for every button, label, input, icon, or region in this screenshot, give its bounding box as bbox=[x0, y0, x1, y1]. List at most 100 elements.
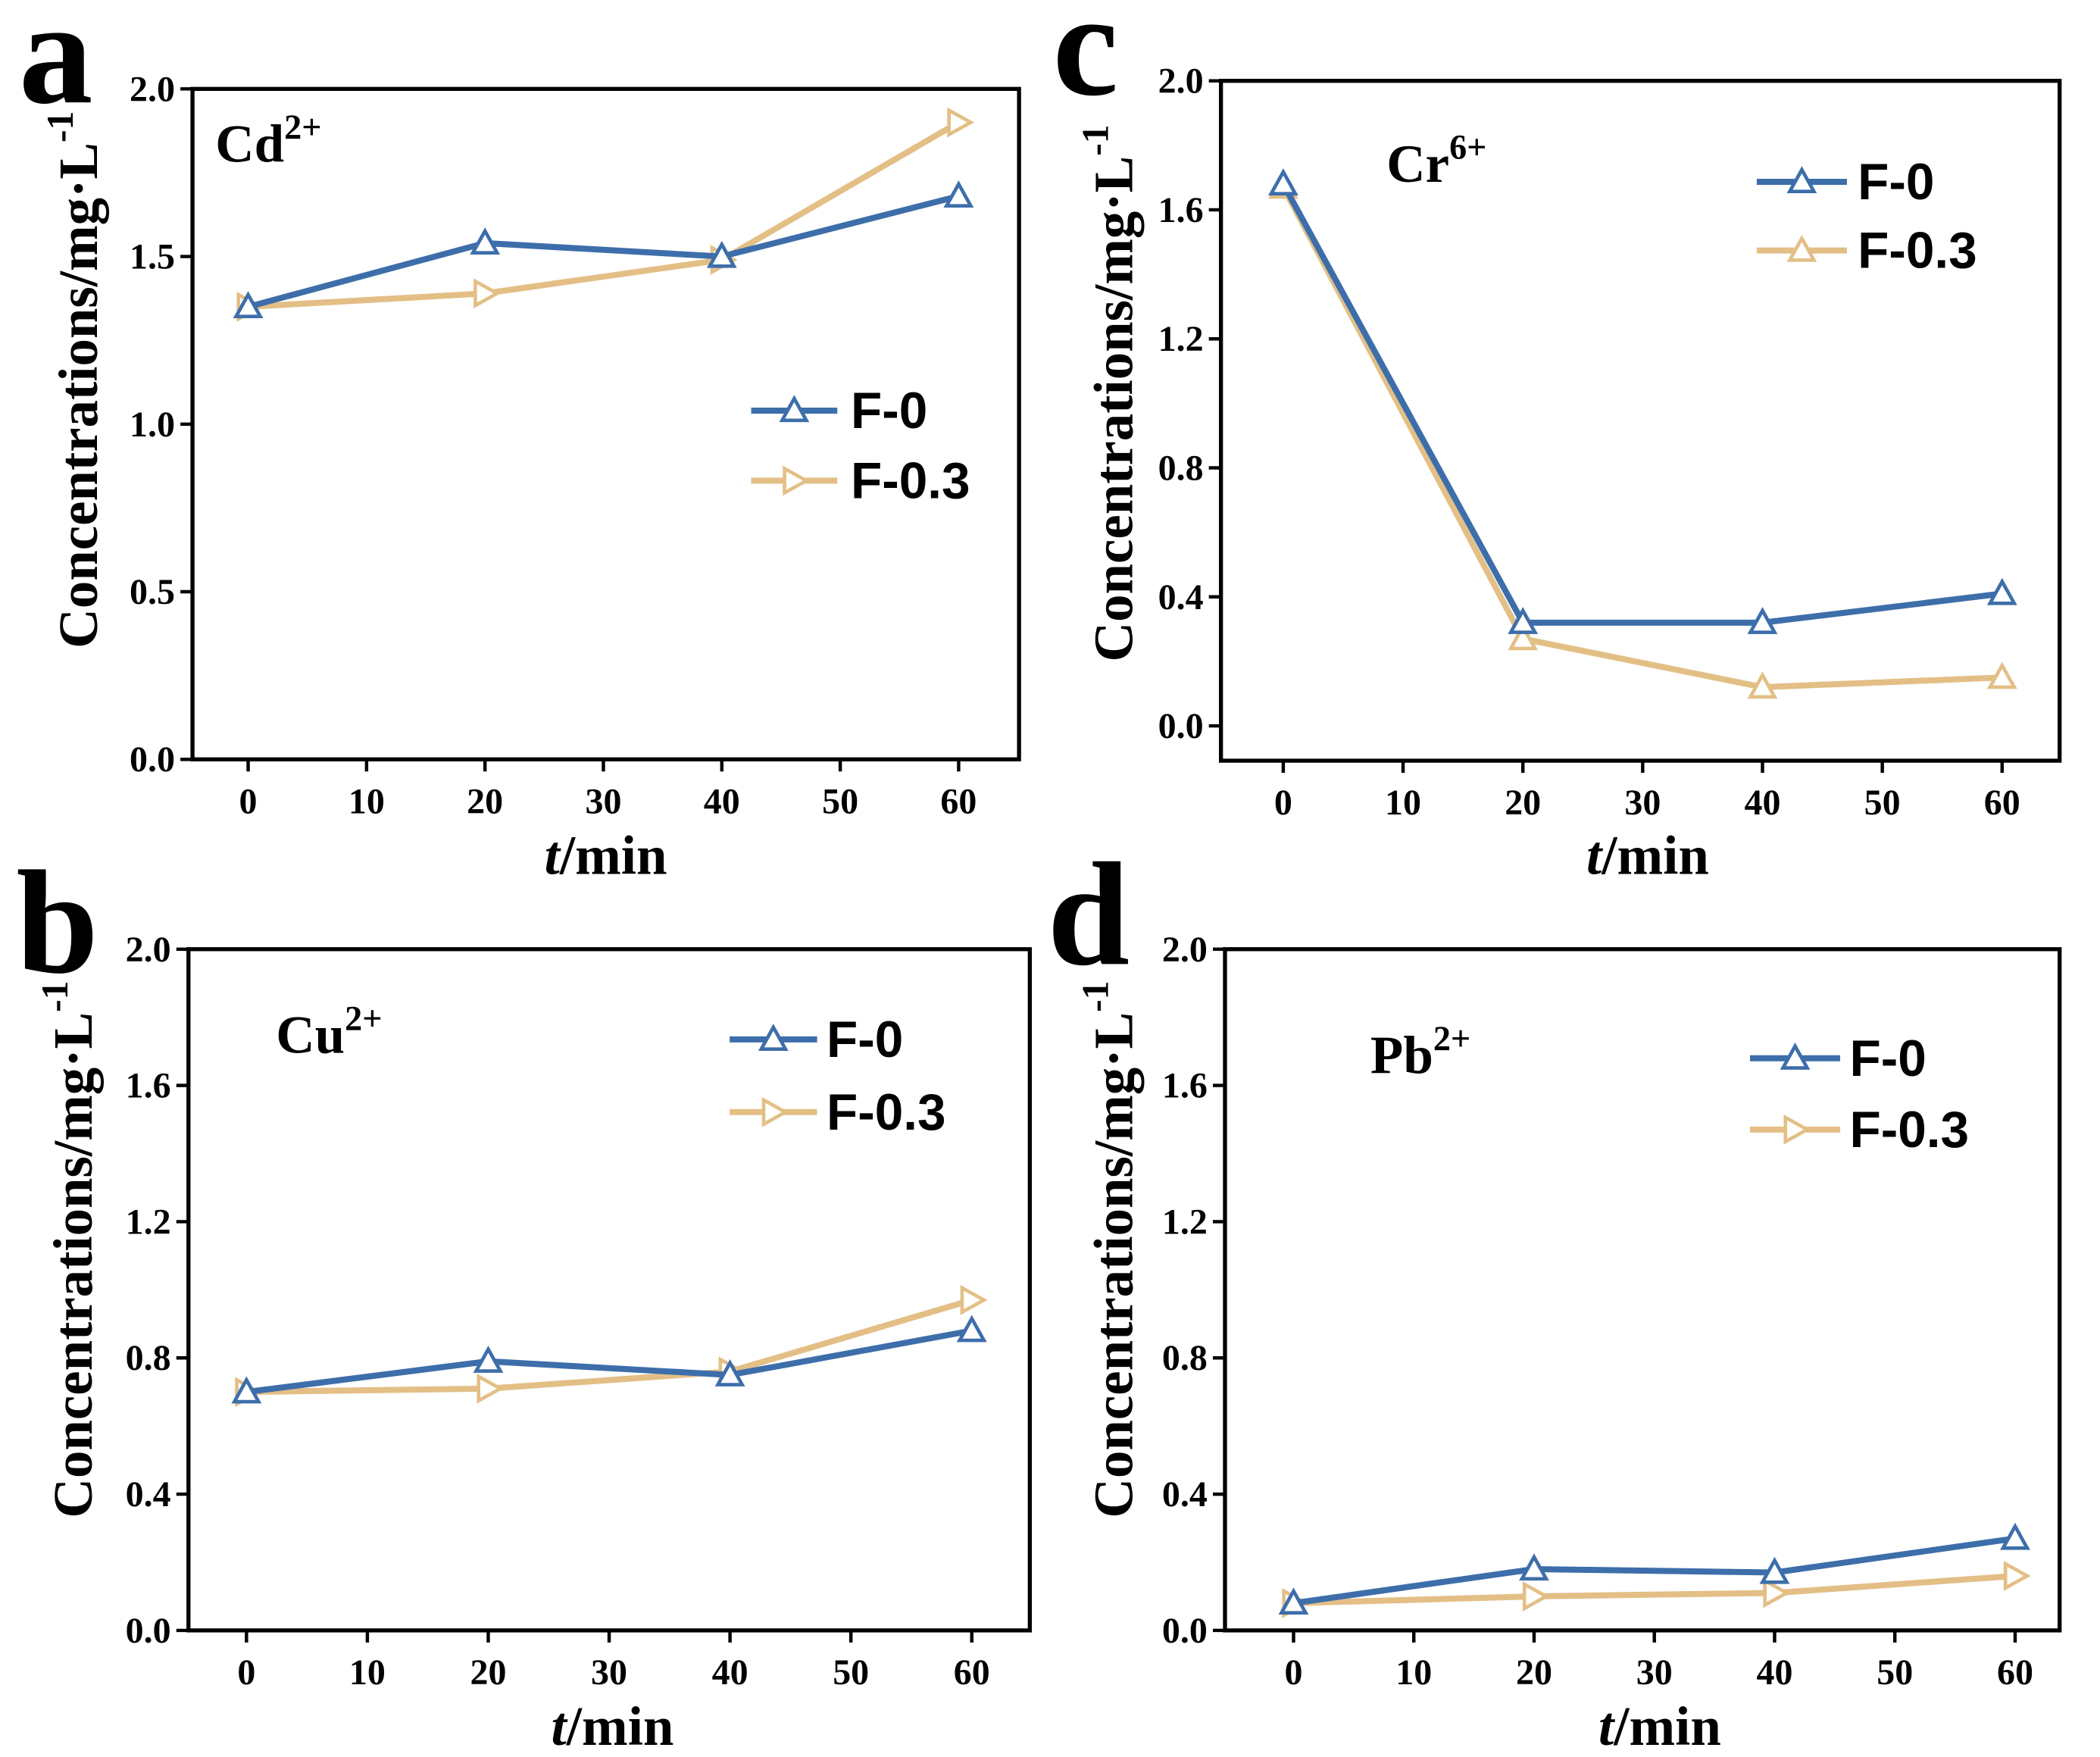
data-point-f-0 bbox=[231, 1376, 262, 1404]
series-line-f-0-3 bbox=[243, 1296, 975, 1396]
y-axis-label-sup: -1 bbox=[1074, 124, 1116, 155]
legend-label-f-0-3: F-0.3 bbox=[851, 453, 970, 510]
y-tick-label: 0.0 bbox=[126, 1611, 171, 1651]
x-tick-label: 30 bbox=[1624, 783, 1661, 823]
data-point-f-0-3 bbox=[1508, 623, 1539, 651]
x-tick-label: 40 bbox=[704, 781, 740, 821]
legend-label-f-0-3: F-0.3 bbox=[827, 1084, 946, 1141]
y-tick-label: 1.6 bbox=[1158, 190, 1204, 230]
legend-label-f-0: F-0 bbox=[1849, 1030, 1926, 1087]
x-tick-label: 30 bbox=[1636, 1652, 1673, 1693]
data-point-f-0-3 bbox=[2003, 1561, 2031, 1591]
ion-symbol: Cu bbox=[276, 1006, 345, 1065]
ion-charge: 2+ bbox=[345, 999, 382, 1037]
plot-frame bbox=[1219, 79, 2062, 763]
x-tick-label: 0 bbox=[1274, 783, 1292, 823]
y-axis-label: Concentrations/mg·L-1 bbox=[39, 111, 109, 649]
series-line-f-0 bbox=[1280, 180, 2005, 626]
panel-letter: b bbox=[16, 841, 98, 1005]
ion-symbol: Cd bbox=[215, 114, 284, 174]
data-point-f-0 bbox=[706, 240, 737, 268]
legend-label-f-0: F-0 bbox=[1858, 154, 1934, 211]
x-tick-label: 10 bbox=[349, 1652, 386, 1693]
ion-symbol: Pb bbox=[1370, 1026, 1433, 1085]
data-point-f-0 bbox=[956, 1315, 987, 1343]
legend-marker-f-0 bbox=[1780, 1042, 1811, 1070]
y-axis-label-sup: -1 bbox=[39, 111, 81, 142]
data-point-f-0-3 bbox=[477, 1373, 505, 1404]
x-tick-label: 30 bbox=[591, 1652, 627, 1693]
y-tick-label: 0.4 bbox=[126, 1474, 171, 1515]
x-tick-label: 20 bbox=[1516, 1652, 1552, 1693]
ion-label: Cu2+ bbox=[276, 999, 382, 1065]
y-tick-label: 1.6 bbox=[1162, 1066, 1208, 1106]
data-point-f-0-3 bbox=[1522, 1581, 1550, 1612]
x-tick-label: 30 bbox=[586, 781, 622, 821]
legend: F-0 F-0.3 bbox=[1750, 1030, 1969, 1158]
y-tick-label: 2.0 bbox=[1158, 61, 1204, 102]
y-tick-label: 0.0 bbox=[1158, 706, 1204, 746]
data-point-f-0-3 bbox=[947, 107, 975, 138]
x-tick-label: 20 bbox=[470, 1652, 507, 1693]
x-tick-label: 50 bbox=[1864, 783, 1901, 823]
data-point-f-0 bbox=[233, 291, 264, 319]
ion-label: Cd2+ bbox=[215, 108, 321, 174]
x-tick-label: 60 bbox=[954, 1652, 990, 1693]
x-axis-label: t/min bbox=[1598, 1696, 1721, 1757]
x-tick-label: 10 bbox=[1395, 1652, 1432, 1693]
data-point-f-0 bbox=[1747, 607, 1778, 634]
data-point-f-0 bbox=[1508, 607, 1539, 634]
data-point-f-0 bbox=[1986, 577, 2017, 605]
x-tick-label: 50 bbox=[822, 781, 858, 821]
legend-marker-f-0-3 bbox=[783, 465, 811, 496]
y-tick-label: 0.8 bbox=[126, 1338, 171, 1378]
y-tick-label: 0.0 bbox=[130, 739, 175, 780]
y-axis-label-sup: -1 bbox=[34, 980, 76, 1011]
x-tick-label: 50 bbox=[1877, 1652, 1913, 1693]
x-axis-label-unit: /min bbox=[1601, 824, 1709, 886]
x-tick-label: 0 bbox=[1284, 1652, 1302, 1693]
y-tick-label: 1.2 bbox=[1162, 1202, 1208, 1242]
y-axis-label-text: Concentrations/mg·L bbox=[42, 1012, 104, 1518]
data-point-f-0 bbox=[714, 1358, 745, 1387]
data-point-f-0-3 bbox=[960, 1284, 988, 1315]
y-axis-label-text: Concentrations/mg·L bbox=[48, 142, 109, 649]
x-tick-label: 0 bbox=[239, 781, 258, 821]
x-tick-label: 10 bbox=[1385, 783, 1421, 823]
y-tick-label: 0.4 bbox=[1158, 577, 1204, 617]
ion-label: Cr6+ bbox=[1386, 128, 1486, 194]
legend: F-0 F-0.3 bbox=[1756, 154, 1977, 280]
legend-label-f-0-3: F-0.3 bbox=[1849, 1102, 1969, 1158]
x-tick-label: 20 bbox=[467, 781, 503, 821]
x-tick-label: 60 bbox=[940, 781, 977, 821]
x-tick-label: 60 bbox=[1984, 783, 2020, 823]
legend-marker-f-0-3 bbox=[761, 1096, 789, 1127]
series-line-f-0-3 bbox=[245, 119, 962, 310]
data-point-f-0-3 bbox=[1763, 1577, 1791, 1608]
y-tick-label: 0.5 bbox=[130, 572, 175, 612]
ion-symbol: Cr bbox=[1386, 135, 1449, 194]
series-line-f-0-3 bbox=[1290, 1572, 2018, 1606]
series-line-f-0 bbox=[243, 1327, 975, 1396]
x-axis-label-unit: /min bbox=[559, 824, 667, 886]
data-point-f-0 bbox=[1519, 1553, 1549, 1581]
x-tick-label: 10 bbox=[348, 781, 385, 821]
legend-marker-f-0 bbox=[779, 395, 810, 423]
y-axis-label: Concentrations/mg·L-1 bbox=[1074, 980, 1144, 1518]
legend-marker-f-0 bbox=[758, 1024, 789, 1051]
y-axis-label-text: Concentrations/mg·L bbox=[1083, 156, 1144, 662]
y-tick-label: 0.0 bbox=[1162, 1611, 1208, 1651]
ion-charge: 2+ bbox=[1433, 1019, 1470, 1058]
y-axis-label: Concentrations/mg·L-1 bbox=[34, 980, 104, 1518]
data-point-f-0 bbox=[2000, 1522, 2030, 1550]
data-point-f-0 bbox=[1267, 168, 1298, 195]
data-point-f-0 bbox=[943, 180, 974, 208]
x-axis-label-variable: t bbox=[1586, 824, 1604, 886]
data-point-f-0 bbox=[1278, 1587, 1309, 1615]
x-axis-label: t/min bbox=[545, 824, 667, 886]
legend: F-0 F-0.3 bbox=[730, 1011, 946, 1141]
panel-a: a 0 10 20 30 40 50 60 0.0 0.5 1.0 1.5 2.0 Concentrati… bbox=[19, 0, 1021, 886]
x-tick-label: 50 bbox=[833, 1652, 869, 1693]
